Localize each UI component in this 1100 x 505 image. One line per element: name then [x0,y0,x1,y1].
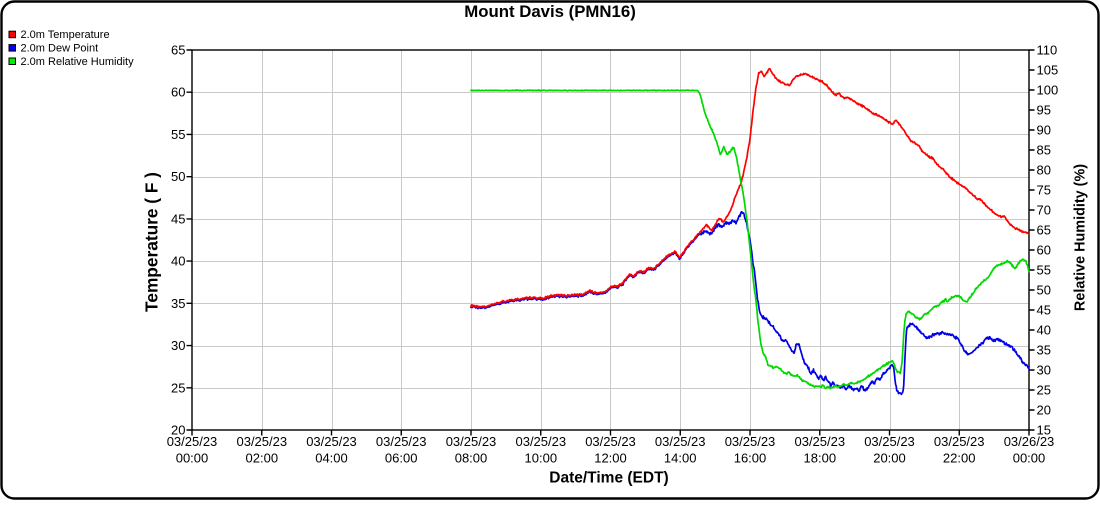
svg-text:03/25/23: 03/25/23 [446,434,497,449]
svg-text:70: 70 [1037,203,1051,218]
svg-text:10:00: 10:00 [525,451,558,466]
svg-text:08:00: 08:00 [455,451,488,466]
svg-text:65: 65 [1037,223,1051,238]
svg-text:35: 35 [171,296,185,311]
svg-text:50: 50 [1037,283,1051,298]
svg-text:04:00: 04:00 [315,451,348,466]
svg-text:60: 60 [171,85,185,100]
svg-text:Mount Davis (PMN16): Mount Davis (PMN16) [464,2,636,21]
svg-text:03/25/23: 03/25/23 [585,434,636,449]
svg-text:03/25/23: 03/25/23 [725,434,776,449]
svg-text:03/25/23: 03/25/23 [864,434,915,449]
svg-text:35: 35 [1037,343,1051,358]
svg-text:45: 45 [171,211,185,226]
svg-text:65: 65 [171,43,185,58]
svg-text:03/25/23: 03/25/23 [167,434,218,449]
svg-text:14:00: 14:00 [664,451,697,466]
svg-text:03/25/23: 03/25/23 [306,434,357,449]
svg-text:110: 110 [1037,43,1058,58]
svg-text:95: 95 [1037,103,1051,118]
svg-text:60: 60 [1037,243,1051,258]
svg-text:03/25/23: 03/25/23 [515,434,566,449]
svg-text:105: 105 [1037,63,1059,78]
svg-text:03/26/23: 03/26/23 [1004,434,1055,449]
svg-text:30: 30 [171,338,185,353]
svg-text:100: 100 [1037,83,1059,98]
svg-text:Date/Time (EDT): Date/Time (EDT) [549,470,668,487]
svg-text:Relative Humidity (%): Relative Humidity (%) [1073,164,1089,311]
svg-text:55: 55 [171,127,185,142]
svg-text:2.0m Temperature: 2.0m Temperature [21,29,110,41]
svg-text:25: 25 [171,380,185,395]
svg-text:16:00: 16:00 [734,451,767,466]
svg-text:00:00: 00:00 [176,451,209,466]
svg-text:20: 20 [171,423,185,438]
svg-text:75: 75 [1037,183,1051,198]
svg-text:85: 85 [1037,143,1051,158]
svg-text:55: 55 [1037,263,1051,278]
svg-text:22:00: 22:00 [943,451,976,466]
svg-text:50: 50 [171,169,185,184]
svg-text:2.0m Dew Point: 2.0m Dew Point [21,43,99,55]
svg-text:18:00: 18:00 [804,451,837,466]
svg-text:25: 25 [1037,383,1051,398]
svg-text:80: 80 [1037,163,1051,178]
svg-text:12:00: 12:00 [594,451,627,466]
svg-text:06:00: 06:00 [385,451,418,466]
svg-text:20: 20 [1037,403,1051,418]
svg-text:20:00: 20:00 [873,451,906,466]
svg-text:03/25/23: 03/25/23 [376,434,427,449]
svg-text:15: 15 [1037,423,1051,438]
svg-text:90: 90 [1037,123,1051,138]
svg-text:03/25/23: 03/25/23 [236,434,287,449]
svg-text:45: 45 [1037,303,1051,318]
svg-text:00:00: 00:00 [1013,451,1046,466]
svg-text:03/25/23: 03/25/23 [794,434,845,449]
svg-text:Temperature ( F ): Temperature ( F ) [142,172,162,312]
svg-text:40: 40 [171,254,185,269]
svg-text:02:00: 02:00 [246,451,279,466]
svg-text:03/25/23: 03/25/23 [655,434,706,449]
svg-text:30: 30 [1037,363,1051,378]
svg-text:03/25/23: 03/25/23 [934,434,985,449]
svg-text:2.0m Relative Humidity: 2.0m Relative Humidity [21,56,135,68]
svg-text:40: 40 [1037,323,1051,338]
